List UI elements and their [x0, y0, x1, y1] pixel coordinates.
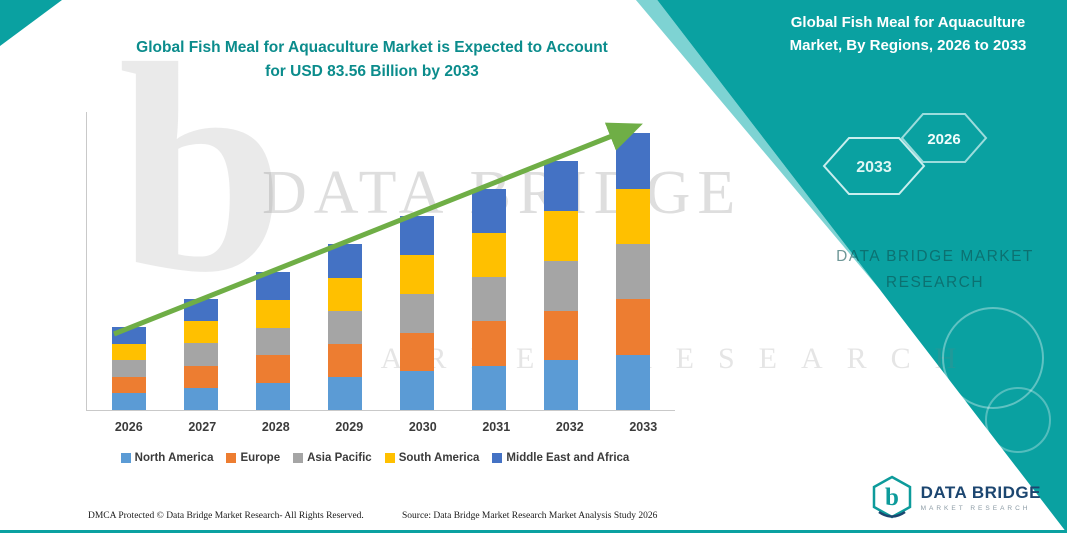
x-axis-label: 2033 [629, 420, 658, 434]
legend-label: North America [134, 452, 214, 464]
legend-item: North America [120, 452, 214, 464]
hexagon-years: 2033 2026 [822, 113, 988, 195]
dbmr-logo-text: DATA BRIDGE MARKET RESEARCH [920, 483, 1041, 512]
bar-segment-north-america [184, 387, 218, 410]
chart-title: Global Fish Meal for Aquaculture Market … [62, 36, 682, 84]
bar-segment-europe [256, 355, 290, 383]
chart-title-line2: for USD 83.56 Billion by 2033 [265, 63, 479, 81]
brand-line2: RESEARCH [885, 274, 985, 292]
legend-swatch [492, 453, 503, 463]
bar-segment-asia-pacific [616, 244, 650, 300]
side-panel-brand: DATA BRIDGE MARKET RESEARCH [790, 244, 1067, 297]
bar-segment-europe [184, 365, 218, 388]
bar-segment-asia-pacific [472, 276, 506, 322]
bar-segment-north-america [400, 371, 434, 410]
stacked-bar-2029 [328, 112, 362, 410]
bar-segment-asia-pacific [184, 343, 218, 366]
bar-segment-south-america [400, 255, 434, 294]
bar-segment-south-america [112, 343, 146, 361]
legend-label: Europe [240, 452, 281, 464]
hexagon-2026-icon [900, 113, 988, 163]
bar-segment-middle-east-and-africa [328, 244, 362, 278]
hexagon-2033-icon [822, 137, 926, 195]
dbmr-logo-name: DATA BRIDGE [920, 483, 1041, 503]
legend-label: Middle East and Africa [506, 452, 630, 464]
svg-text:b: b [885, 484, 899, 511]
bar-segment-south-america [472, 232, 506, 277]
legend-swatch [120, 453, 131, 463]
bar-segment-asia-pacific [400, 293, 434, 333]
bar-segment-south-america [184, 321, 218, 344]
legend-swatch [226, 453, 237, 463]
bar-segment-middle-east-and-africa [544, 161, 578, 212]
bar-segment-europe [544, 310, 578, 361]
legend-label: Asia Pacific [307, 452, 372, 464]
dbmr-logo-icon: b [872, 475, 911, 519]
bar-segment-north-america [256, 382, 290, 410]
bar-segment-north-america [112, 393, 146, 410]
bar-segment-europe [616, 299, 650, 355]
legend-label: South America [398, 452, 480, 464]
chart-title-line1: Global Fish Meal for Aquaculture Market … [136, 39, 608, 56]
bar-segment-north-america [616, 354, 650, 410]
stacked-bar-2033 [616, 112, 650, 410]
legend-item: South America [384, 452, 480, 464]
bar-segment-middle-east-and-africa [184, 299, 218, 322]
stacked-bar-2031 [472, 112, 506, 410]
bars-container [87, 112, 675, 410]
bar-segment-middle-east-and-africa [472, 188, 506, 233]
bar-segment-asia-pacific [256, 327, 290, 356]
hexagon-2033-label: 2033 [856, 159, 892, 176]
source-note: Source: Data Bridge Market Research Mark… [402, 511, 658, 521]
legend-item: Middle East and Africa [492, 452, 629, 464]
bar-segment-south-america [544, 211, 578, 262]
stacked-bar-2028 [256, 112, 290, 410]
corner-accent [0, 0, 62, 46]
bar-segment-middle-east-and-africa [400, 216, 434, 256]
bar-segment-middle-east-and-africa [256, 272, 290, 301]
hexagon-2026-label: 2026 [927, 131, 960, 148]
bar-segment-north-america [328, 376, 362, 410]
bar-segment-europe [112, 376, 146, 394]
x-axis-label: 2028 [261, 420, 290, 434]
bottom-accent-line [0, 530, 1067, 533]
x-axis-label: 2029 [335, 420, 364, 434]
bar-segment-south-america [328, 277, 362, 311]
x-axis-labels: 2026 2027 2028 2029 2030 2031 2032 2033 [86, 420, 686, 434]
stacked-bar-chart [86, 112, 675, 411]
stacked-bar-2030 [400, 112, 434, 410]
bar-segment-north-america [472, 365, 506, 410]
dbmr-logo-sub: MARKET RESEARCH [920, 504, 1031, 512]
stacked-bar-2032 [544, 112, 578, 410]
bar-segment-asia-pacific [544, 261, 578, 311]
legend-swatch [293, 453, 304, 463]
bar-segment-south-america [616, 188, 650, 245]
dbmr-logo: b DATA BRIDGE MARKET RESEARCH [871, 475, 1041, 521]
bar-segment-north-america [544, 360, 578, 410]
legend-item: Europe [226, 452, 280, 464]
bar-segment-asia-pacific [328, 310, 362, 344]
x-axis-label: 2027 [188, 420, 217, 434]
stacked-bar-2027 [184, 112, 218, 410]
bar-segment-middle-east-and-africa [616, 133, 650, 189]
x-axis-label: 2030 [408, 420, 437, 434]
bar-segment-europe [328, 343, 362, 377]
legend-swatch [384, 453, 395, 463]
bar-segment-south-america [256, 300, 290, 328]
legend-item: Asia Pacific [293, 452, 372, 464]
chart-legend: North America Europe Asia Pacific South Ame… [60, 452, 690, 464]
x-axis-label: 2026 [114, 420, 143, 434]
brand-line1: DATA BRIDGE MARKET [836, 248, 1034, 265]
x-axis-label: 2031 [482, 420, 511, 434]
side-panel-title: Global Fish Meal for Aquaculture Market,… [789, 14, 1027, 54]
x-axis-label: 2032 [555, 420, 584, 434]
dmca-notice: DMCA Protected © Data Bridge Market Rese… [88, 511, 364, 521]
bar-segment-europe [472, 321, 506, 366]
bar-segment-middle-east-and-africa [112, 327, 146, 344]
stacked-bar-2026 [112, 112, 146, 410]
bar-segment-asia-pacific [112, 360, 146, 377]
bar-segment-europe [400, 332, 434, 372]
